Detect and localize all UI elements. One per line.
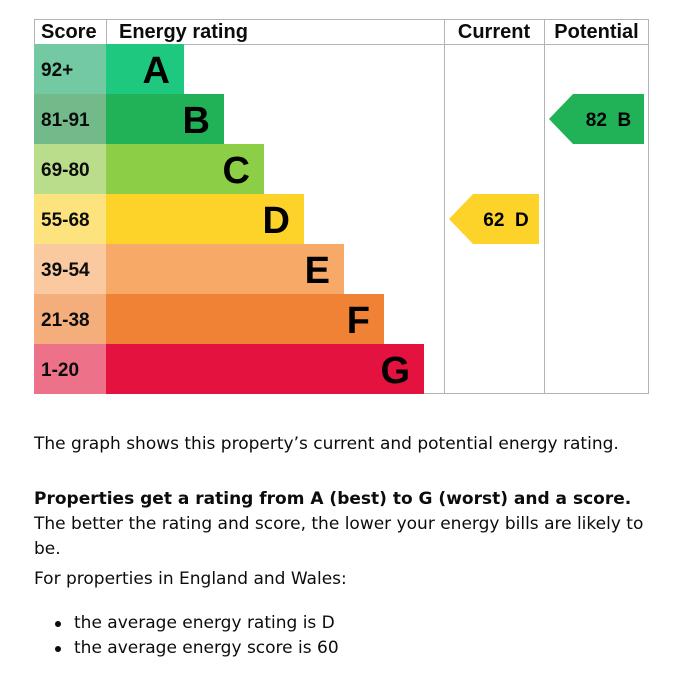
score-cell-d xyxy=(34,194,106,244)
region-intro: For properties in England and Wales: xyxy=(34,569,347,589)
averages-list: the average energy rating is D the avera… xyxy=(0,611,683,661)
current-header: Current xyxy=(458,21,531,43)
rating-bar-b xyxy=(106,94,224,144)
rating-bar-g xyxy=(106,344,424,394)
current-rating-arrow xyxy=(449,194,539,244)
average-rating-item: the average energy rating is D xyxy=(0,611,683,636)
score-cell-f xyxy=(34,294,106,344)
score-cell-a xyxy=(34,44,106,94)
average-rating-text: the average energy rating is D xyxy=(74,613,335,633)
rating-header: Energy rating xyxy=(119,21,248,43)
rating-bar-f xyxy=(106,294,384,344)
score-range-f: 21-38 xyxy=(41,310,90,331)
score-range-g: 1-20 xyxy=(41,360,79,381)
rating-bar-a xyxy=(106,44,184,94)
potential-rating-arrow xyxy=(549,94,644,144)
rating-bands: 92+ A 81-91 B 69-80 C 55-68 D 39-54 E 21-38 F 1-20 G xyxy=(34,44,424,394)
average-score-text: the average energy score is 60 xyxy=(74,638,339,658)
rating-bar-d xyxy=(106,194,304,244)
epc-chart: 92+ A81-91 B69-80 C55-68 D39-54 E21-38 F1-20 G … xyxy=(34,19,649,394)
rating-bar-c xyxy=(106,144,264,194)
rating-letter-f: F xyxy=(347,300,370,342)
rating-letter-g: G xyxy=(380,350,410,392)
score-cell-e xyxy=(34,244,106,294)
bullet-icon xyxy=(55,646,61,652)
score-range-b: 81-91 xyxy=(41,110,90,131)
score-cell-g xyxy=(34,344,106,394)
score-range-e: 39-54 xyxy=(41,260,90,281)
rating-letter-b: B xyxy=(183,100,210,142)
score-cell-c xyxy=(34,144,106,194)
chart-headers: Score Energy rating Current Potential xyxy=(41,21,639,43)
bullet-icon xyxy=(55,621,61,627)
score-range-c: 69-80 xyxy=(41,160,90,181)
score-header: Score xyxy=(41,21,97,43)
rating-arrows: 62 D 82 B xyxy=(449,94,644,244)
current-rating-label: 62 D xyxy=(483,210,528,231)
rating-letter-e: E xyxy=(305,250,330,292)
rating-info-rest: The better the rating and score, the low… xyxy=(34,514,644,559)
rating-letter-a: A xyxy=(143,50,170,92)
potential-header: Potential xyxy=(554,21,638,43)
potential-rating-label: 82 B xyxy=(586,110,631,131)
rating-info-bold: Properties get a rating from A (best) to… xyxy=(34,489,632,509)
rating-letter-c: C xyxy=(223,150,250,192)
average-score-item: the average energy score is 60 xyxy=(0,636,683,661)
score-range-a: 92+ xyxy=(41,60,73,81)
rating-bar-e xyxy=(106,244,344,294)
chart-explanation: The graph shows this property’s current … xyxy=(34,434,619,454)
score-range-d: 55-68 xyxy=(41,210,90,231)
rating-info: Properties get a rating from A (best) to… xyxy=(34,487,664,562)
rating-letter-d: D xyxy=(263,200,290,242)
score-cell-b xyxy=(34,94,106,144)
